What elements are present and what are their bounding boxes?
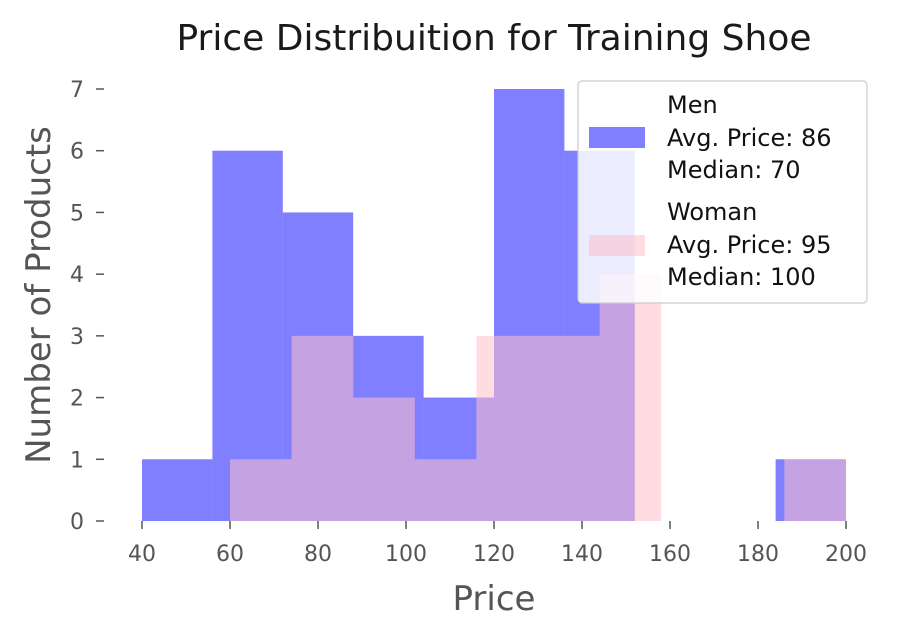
bar-woman-5 [538,335,600,521]
bar-woman-9 [784,459,846,521]
y-tick-label-2: 2 [70,387,84,412]
chart-title: Price Distribuition for Training Shoe [176,18,811,59]
x-tick-label-40: 40 [128,542,156,567]
legend-swatch-men [589,127,645,148]
legend-woman-name: Woman [667,198,757,226]
bar-woman-1 [291,335,354,521]
legend-men-avg: Avg. Price: 86 [667,124,832,152]
bar-woman-0 [230,459,292,521]
bar-woman-4 [476,335,538,521]
legend-men-median: Median: 70 [667,156,801,184]
bar-woman-6 [599,274,662,521]
x-axis-label: Price [453,579,536,619]
bar-woman-3 [414,459,477,521]
x-tick-label-60: 60 [216,542,244,567]
legend-woman-avg: Avg. Price: 95 [667,231,832,259]
x-tick-label-160: 160 [649,542,691,567]
x-tick-label-100: 100 [385,542,427,567]
bars-layer [142,89,846,521]
y-tick-label-4: 4 [70,263,84,288]
y-axis-label: Number of Products [19,126,59,464]
bar-woman-2 [353,397,415,521]
legend-woman-median: Median: 100 [667,263,816,291]
legend: Men Avg. Price: 86 Median: 70 Woman Avg.… [577,80,868,304]
legend-frame [577,80,868,304]
axes-layer: 40 60 80 100 120 140 160 180 200 0 1 2 3 4 5 6 7 [70,78,867,567]
y-tick-label-3: 3 [70,325,84,350]
legend-swatch-woman [589,235,645,256]
x-tick-label-80: 80 [304,542,332,567]
y-tick-label-0: 0 [70,510,84,535]
y-tick-label-6: 6 [70,140,84,165]
x-tick-label-200: 200 [825,542,867,567]
bar-men-0 [142,459,213,521]
y-tick-label-7: 7 [70,78,84,103]
y-tick-label-1: 1 [70,448,84,473]
y-tick-label-5: 5 [70,201,84,226]
x-tick-label-180: 180 [737,542,779,567]
legend-men-name: Men [667,91,718,119]
x-tick-label-120: 120 [473,542,515,567]
x-tick-label-140: 140 [561,542,603,567]
